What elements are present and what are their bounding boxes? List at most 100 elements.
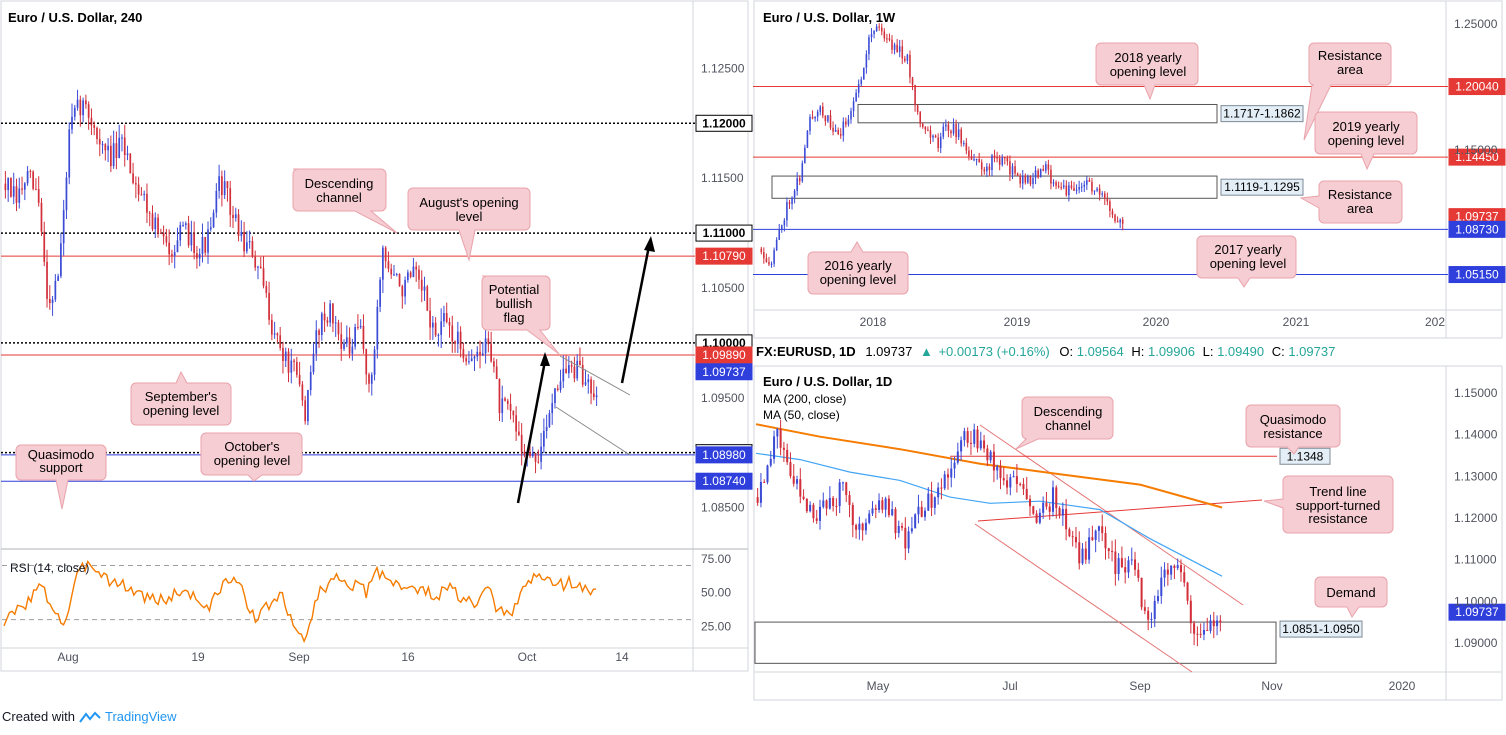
h4-candle-body <box>357 326 359 328</box>
svg-text:area: area <box>1337 62 1364 77</box>
d1-candle-body <box>1193 623 1196 634</box>
w1-candle-body <box>1042 169 1045 171</box>
w1-candle-body <box>768 262 770 265</box>
h4-candle-body <box>323 313 326 321</box>
h4-candle-body <box>304 400 307 422</box>
w1-candle-body <box>924 126 927 130</box>
h4-time-tick: 19 <box>191 650 205 664</box>
d1-candle-body <box>1209 620 1212 631</box>
w1-callout-2019-yearly: 2019 yearly opening level <box>1314 111 1418 171</box>
w1-candle-body <box>855 92 857 102</box>
ohlc-last: 1.09737 <box>865 344 912 359</box>
h4-candle-body <box>48 298 51 304</box>
h4-candle-body <box>420 279 423 291</box>
d1-candle-body <box>766 465 769 483</box>
h4-candle-body <box>326 320 329 323</box>
h4-time-tick: 16 <box>401 650 415 664</box>
d1-candle-body <box>838 482 841 507</box>
h4-candle-body <box>429 310 431 328</box>
d1-candle-body <box>796 479 799 484</box>
w1-candle-body <box>1004 157 1006 159</box>
h4-levels <box>1 122 695 482</box>
w1-candle-body <box>988 166 991 171</box>
h4-level-1-11000-tag-box <box>695 224 753 242</box>
w1-candle-body <box>824 115 827 122</box>
d1-candle-body <box>874 508 877 510</box>
h4-candle-body <box>190 233 193 246</box>
w1-candle-body <box>765 258 768 263</box>
h4-level-1-09737-tag-box <box>695 363 753 381</box>
h4-candle-body <box>590 379 592 394</box>
h4-candle-body <box>567 365 570 374</box>
w1-candle-body <box>1034 170 1037 178</box>
h4-candle-body <box>537 461 540 463</box>
w1-candle-body <box>839 134 842 136</box>
w1-candle-body <box>806 130 809 148</box>
h4-time-tick: 14 <box>615 650 629 664</box>
d1-candle-body <box>1091 537 1094 540</box>
h4-candle-body <box>107 145 109 151</box>
w1-candle-body <box>1065 185 1068 196</box>
h4-candle-body <box>218 176 220 191</box>
d1-candle-body <box>1088 537 1091 560</box>
h4-candle-body <box>12 186 15 197</box>
svg-text:resistance: resistance <box>1308 511 1367 526</box>
w1-zone-label-box-0 <box>1220 105 1304 123</box>
h4-candle-body <box>173 252 176 256</box>
d1-candle-body <box>1006 480 1009 488</box>
d1-candle-body <box>1045 502 1048 507</box>
w1-candle-body <box>1103 193 1106 199</box>
h4-candle-body <box>151 213 154 230</box>
w1-candle-body <box>880 27 883 32</box>
d1-candle-body <box>841 482 844 484</box>
h4-candle-body <box>476 351 479 357</box>
h4-candle-body <box>490 344 492 362</box>
h4-candle-body <box>62 210 65 244</box>
d1-zone-label: 1.0851-1.0950 <box>1282 622 1360 636</box>
h4-level-1-12000-tag-label: 1.12000 <box>702 116 746 130</box>
h4-candle-body <box>451 325 454 342</box>
h4-level-1-10790-tag-box <box>695 247 753 265</box>
h4-candle-body <box>531 453 534 457</box>
w1-candle-body <box>793 190 796 198</box>
w1-zone-label-1: 1.1119-1.1295 <box>1224 180 1300 194</box>
d1-candle-body <box>1202 629 1205 635</box>
w1-zone-0 <box>857 103 1218 124</box>
w1-level-1-14450-tag-box <box>1448 148 1506 166</box>
h4-candle-body <box>284 351 287 361</box>
rsi-line <box>3 559 597 644</box>
h4-candle-body <box>393 274 395 276</box>
h4-candle-body <box>401 286 404 297</box>
h4-candle-body <box>573 366 576 379</box>
h4-candle-body <box>71 116 73 130</box>
d1-candle-body <box>1048 506 1051 512</box>
footer-brand[interactable]: TradingView <box>104 709 177 724</box>
d1-candle-body <box>1117 558 1120 574</box>
d1-level-quasimodo-label: 1.1348 <box>1287 449 1324 463</box>
h4-candle-body <box>29 171 32 173</box>
d1-legend-ma200: MA (200, close) <box>763 392 846 406</box>
d1-candle-body <box>825 500 828 509</box>
w1-candle-body <box>796 178 798 191</box>
h4-candle-body <box>146 193 148 213</box>
rsi-tick: 75.00 <box>701 552 731 566</box>
d1-price-tick: 1.15000 <box>1454 386 1498 400</box>
h4-candle-body <box>270 319 273 335</box>
h4-candle-body <box>65 177 68 211</box>
h4-candle-body <box>132 173 134 184</box>
h4-candle-body <box>234 214 237 218</box>
w1-level-1-14450-tag-label: 1.14450 <box>1455 150 1499 164</box>
w1-candle-body <box>945 124 947 127</box>
w1-candle-body <box>950 130 952 134</box>
d1-candle-body <box>887 498 890 516</box>
h4-callout-october-opening: October's opening level <box>200 432 303 482</box>
h4-candle-body <box>46 261 48 299</box>
h4-candle-body <box>21 188 23 190</box>
h4-candle-body <box>204 237 207 253</box>
d1-candle-body <box>1127 560 1130 573</box>
w1-candle-body <box>973 159 975 161</box>
w1-candle-body <box>1098 188 1101 195</box>
d1-ma200-line <box>755 423 1223 509</box>
